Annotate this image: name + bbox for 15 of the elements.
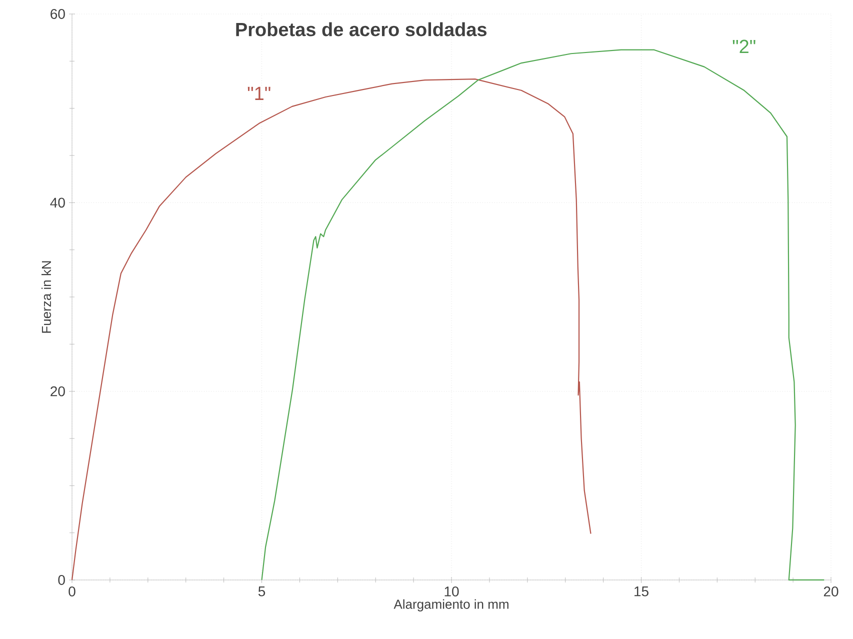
y-tick-label: 60: [50, 9, 65, 19]
line-series: [71, 78, 592, 581]
x-tick-label: 15: [634, 586, 648, 596]
y-tick-label: 0: [58, 575, 65, 585]
x-tick-label: 5: [258, 586, 266, 596]
x-tick-label: 10: [444, 586, 459, 596]
series-label: "1": [248, 86, 270, 100]
x-tick-label: 0: [68, 586, 76, 596]
series-label: "2": [732, 40, 756, 54]
y-tick-label: 40: [50, 198, 65, 208]
y-tick-label: 20: [50, 386, 65, 396]
chart-title: Probetas de acero soldadas: [236, 22, 487, 36]
y-axis-title: Fuerza in kN: [41, 261, 52, 333]
x-tick-label: 20: [824, 586, 838, 596]
x-axis-title: Alargamiento in mm: [394, 599, 508, 612]
